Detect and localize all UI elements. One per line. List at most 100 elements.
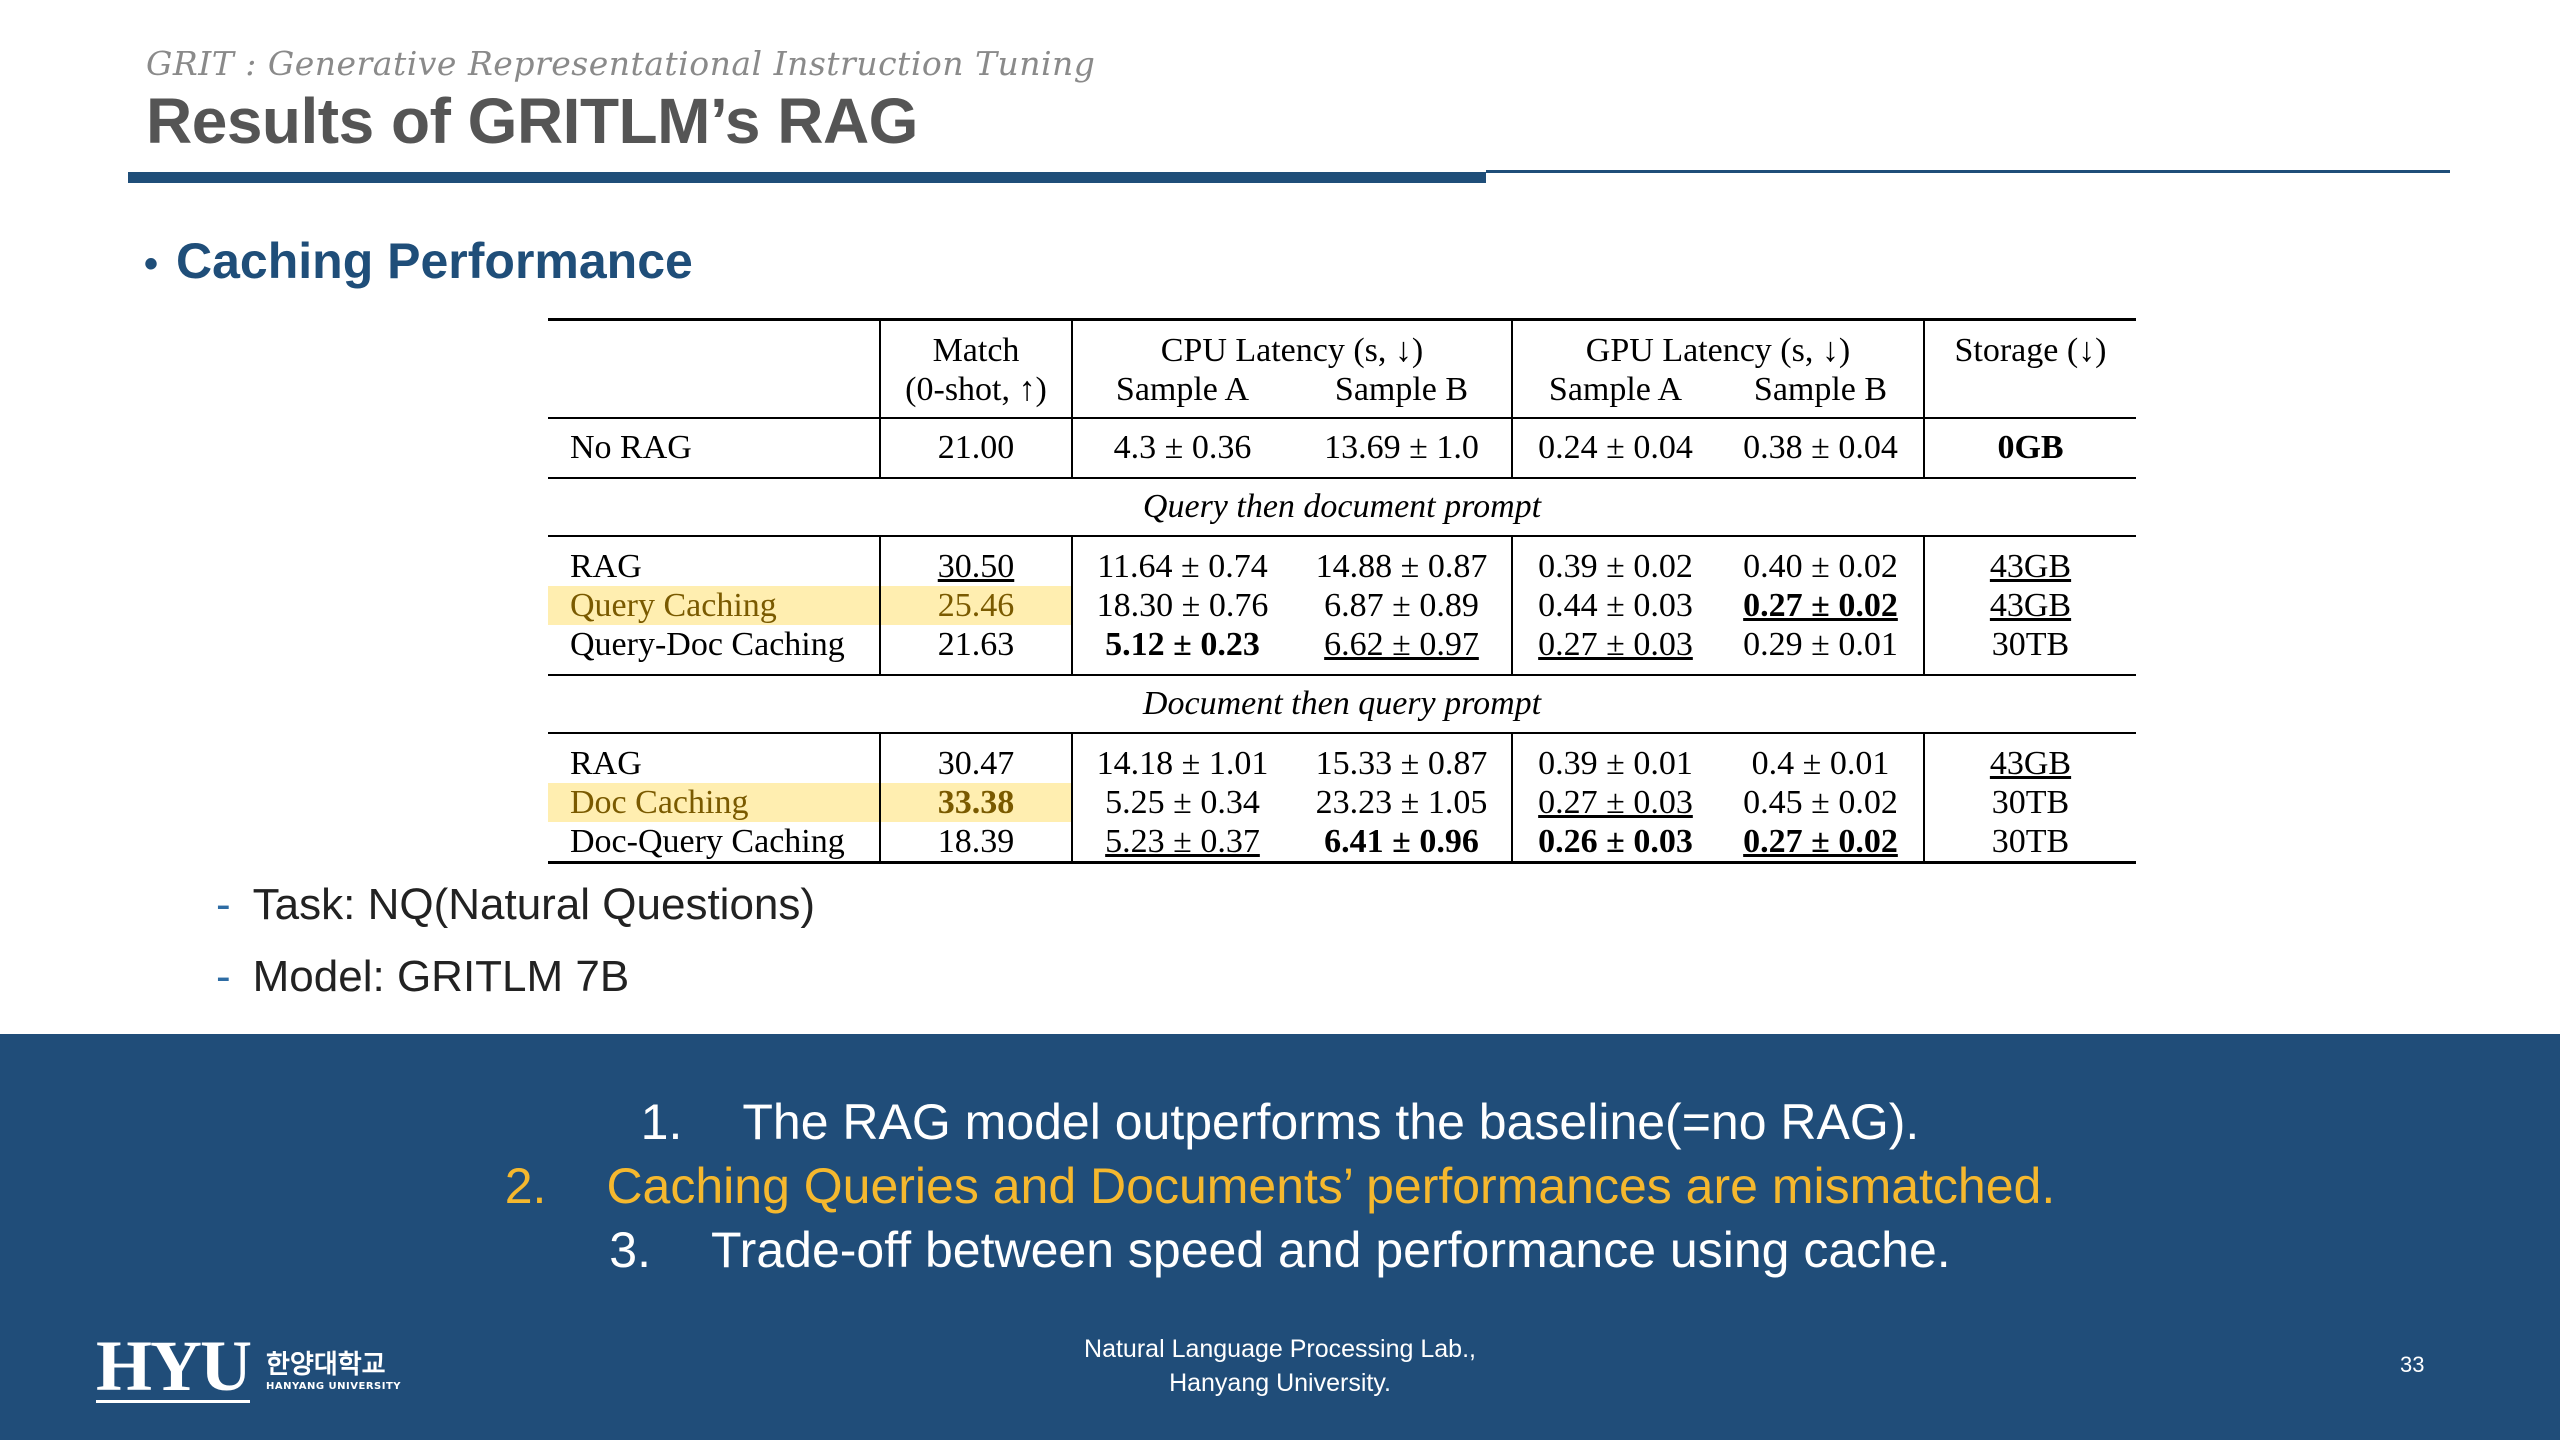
cell-gpu-b: 0.38 ± 0.04 <box>1718 417 1925 478</box>
cell-storage: 43GB <box>1989 745 2072 782</box>
cell-cpu-b: 6.41 ± 0.96 <box>1292 822 1513 864</box>
row-label: Doc-Query Caching <box>548 822 881 864</box>
notes-list: - Task: NQ(Natural Questions) - Model: GRI… <box>216 880 815 1024</box>
title-underline-thick <box>128 172 1486 183</box>
cell-gpu-b: 0.4 ± 0.01 <box>1718 744 1925 783</box>
cell-cpu-a: 14.18 ± 1.01 <box>1096 745 1269 782</box>
conclusion-text: Trade-off between speed and performance … <box>711 1222 1951 1278</box>
note-item: - Model: GRITLM 7B <box>216 952 815 1002</box>
cell-gpu-b: 0.27 ± 0.02 <box>1718 586 1925 625</box>
conclusion-band <box>0 1034 2560 1440</box>
note-text: Task: NQ(Natural Questions) <box>252 880 816 929</box>
cell-match: 21.63 <box>880 625 1073 664</box>
cell-cpu-a: 5.25 ± 0.34 <box>1105 784 1260 821</box>
dash-icon: - <box>216 952 231 1001</box>
section-title-doc-query: Document then query prompt <box>548 674 2136 733</box>
cell-match: 30.50 <box>880 547 1073 586</box>
cell-storage: 43GB <box>1989 548 2072 585</box>
note-item: - Task: NQ(Natural Questions) <box>216 880 815 930</box>
cell-storage: 0GB <box>1924 417 2136 478</box>
header-match-sub: (0-shot, ↑) <box>880 370 1073 418</box>
cell-gpu-b: 0.40 ± 0.02 <box>1718 547 1925 586</box>
page-number: 33 <box>2400 1352 2425 1377</box>
dash-icon: - <box>216 880 231 929</box>
cell-match: 30.47 <box>880 744 1073 783</box>
table-header-row: Match CPU Latency (s, ↓) GPU Latency (s,… <box>548 318 2136 370</box>
header-cpu-sample-b: Sample B <box>1292 370 1513 418</box>
cell-match: 25.46 <box>880 586 1073 625</box>
note-text: Model: GRITLM 7B <box>252 952 630 1001</box>
title-underline-thin <box>1486 170 2450 173</box>
conclusion-number: 1. <box>640 1094 683 1150</box>
table-row: Query-Doc Caching 21.63 5.12 ± 0.23 6.62… <box>548 625 2136 664</box>
section-row: Query then document prompt <box>548 477 2136 536</box>
header-gpu-sample-b: Sample B <box>1718 370 1925 418</box>
cell-storage: 30TB <box>1924 822 2136 864</box>
footer-lab-line2: Hanyang University. <box>1169 1369 1391 1397</box>
table-row: RAG 30.47 14.18 ± 1.01 15.33 ± 0.87 0.39… <box>548 744 2136 783</box>
conclusion-text: Caching Queries and Documents’ performan… <box>606 1158 2056 1214</box>
cell-match: 33.38 <box>880 783 1073 822</box>
cell-cpu-a: 11.64 ± 0.74 <box>1097 548 1268 585</box>
header-storage: Storage (↓) <box>1924 318 2136 370</box>
cell-gpu-a: 0.44 ± 0.03 <box>1538 587 1693 624</box>
cell-gpu-a: 0.39 ± 0.01 <box>1538 745 1693 782</box>
bullet-dot-icon: • <box>144 242 159 287</box>
logo-english: HANYANG UNIVERSITY <box>266 1381 402 1392</box>
cell-cpu-b: 15.33 ± 0.87 <box>1292 744 1513 783</box>
cell-cpu-b: 6.62 ± 0.97 <box>1292 625 1513 664</box>
cell-gpu-a: 0.27 ± 0.03 <box>1538 784 1693 821</box>
table-row: RAG 30.50 11.64 ± 0.74 14.88 ± 0.87 0.39… <box>548 547 2136 586</box>
cell-cpu-a: 4.3 ± 0.36 <box>1072 417 1292 478</box>
table-subheader-row: (0-shot, ↑) Sample A Sample B Sample A S… <box>548 370 2136 418</box>
university-logo: HYU 한양대학교 HANYANG UNIVERSITY <box>96 1326 402 1406</box>
conclusion-list: 1. The RAG model outperforms the baseline… <box>0 1090 2560 1282</box>
bullet-heading: • Caching Performance <box>144 232 693 290</box>
table-row-highlighted: Query Caching 25.46 18.30 ± 0.76 6.87 ± … <box>548 586 2136 625</box>
footer-lab: Natural Language Processing Lab., Hanyan… <box>0 1332 2560 1400</box>
row-label: No RAG <box>548 417 881 478</box>
conclusion-item: 1. The RAG model outperforms the baseline… <box>0 1090 2560 1154</box>
row-label: Query-Doc Caching <box>548 625 881 664</box>
conclusion-number: 2. <box>504 1158 547 1214</box>
row-label: Doc Caching <box>548 783 881 822</box>
conclusion-text: The RAG model outperforms the baseline(=… <box>742 1094 1920 1150</box>
cell-storage: 43GB <box>1989 587 2072 624</box>
cell-gpu-a: 0.24 ± 0.04 <box>1512 417 1718 478</box>
table-row: No RAG 21.00 4.3 ± 0.36 13.69 ± 1.0 0.24… <box>548 417 2136 478</box>
conclusion-item: 3. Trade-off between speed and performanc… <box>0 1218 2560 1282</box>
header-cpu-latency: CPU Latency (s, ↓) <box>1072 318 1513 370</box>
results-table: Match CPU Latency (s, ↓) GPU Latency (s,… <box>548 318 2136 864</box>
logo-hyu-text: HYU <box>96 1326 252 1406</box>
header-gpu-latency: GPU Latency (s, ↓) <box>1512 318 1925 370</box>
cell-gpu-b: 0.27 ± 0.02 <box>1718 822 1925 864</box>
cell-storage: 30TB <box>1991 626 2070 663</box>
conclusion-number: 3. <box>609 1222 651 1278</box>
cell-cpu-a: 5.23 ± 0.37 <box>1072 822 1292 864</box>
cell-gpu-b: 0.29 ± 0.01 <box>1718 625 1925 664</box>
header-match: Match <box>880 318 1073 370</box>
cell-gpu-a: 0.27 ± 0.03 <box>1538 626 1693 663</box>
header-gpu-sample-a: Sample A <box>1548 371 1683 408</box>
cell-gpu-a: 0.39 ± 0.02 <box>1538 548 1693 585</box>
section-row: Document then query prompt <box>548 674 2136 733</box>
cell-cpu-a: 5.12 ± 0.23 <box>1105 626 1260 663</box>
slide-title: Results of GRITLM’s RAG <box>146 85 918 157</box>
cell-gpu-b: 0.45 ± 0.02 <box>1718 783 1925 822</box>
cell-match: 18.39 <box>880 822 1073 864</box>
row-label: RAG <box>548 744 881 783</box>
row-label: Query Caching <box>548 586 881 625</box>
bullet-label: Caching Performance <box>176 233 693 289</box>
cell-cpu-b: 13.69 ± 1.0 <box>1292 417 1513 478</box>
cell-storage: 30TB <box>1991 784 2070 821</box>
header-cpu-sample-a: Sample A <box>1115 371 1250 408</box>
cell-cpu-b: 23.23 ± 1.05 <box>1292 783 1513 822</box>
footer-lab-line1: Natural Language Processing Lab., <box>1084 1335 1476 1363</box>
table-row-highlighted: Doc Caching 33.38 5.25 ± 0.34 23.23 ± 1.… <box>548 783 2136 822</box>
row-label: RAG <box>548 547 881 586</box>
cell-cpu-b: 6.87 ± 0.89 <box>1292 586 1513 625</box>
conclusion-item-highlighted: 2. Caching Queries and Documents’ perform… <box>0 1154 2560 1218</box>
cell-cpu-b: 14.88 ± 0.87 <box>1292 547 1513 586</box>
cell-match: 21.00 <box>880 417 1073 478</box>
cell-cpu-a: 18.30 ± 0.76 <box>1096 587 1269 624</box>
